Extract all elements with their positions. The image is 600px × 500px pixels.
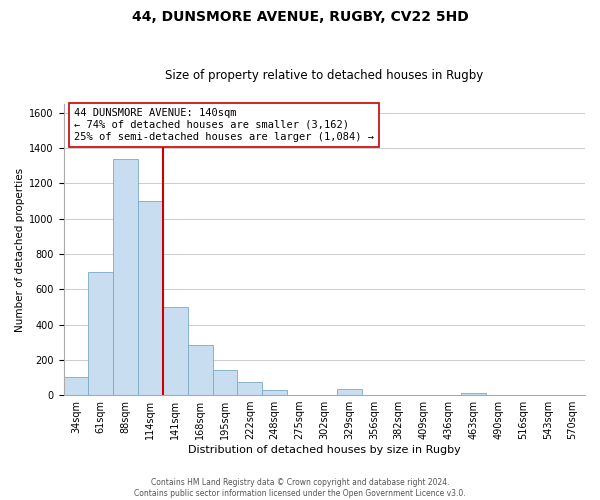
Bar xyxy=(64,378,88,395)
Y-axis label: Number of detached properties: Number of detached properties xyxy=(15,168,25,332)
X-axis label: Distribution of detached houses by size in Rugby: Distribution of detached houses by size … xyxy=(188,445,461,455)
Bar xyxy=(337,388,362,395)
Bar xyxy=(238,382,262,395)
Bar xyxy=(212,370,238,395)
Title: Size of property relative to detached houses in Rugby: Size of property relative to detached ho… xyxy=(165,69,484,82)
Bar xyxy=(163,307,188,395)
Text: 44 DUNSMORE AVENUE: 140sqm
← 74% of detached houses are smaller (3,162)
25% of s: 44 DUNSMORE AVENUE: 140sqm ← 74% of deta… xyxy=(74,108,374,142)
Bar xyxy=(461,393,485,395)
Bar xyxy=(188,345,212,395)
Text: 44, DUNSMORE AVENUE, RUGBY, CV22 5HD: 44, DUNSMORE AVENUE, RUGBY, CV22 5HD xyxy=(131,10,469,24)
Bar xyxy=(262,390,287,395)
Bar xyxy=(138,201,163,395)
Bar xyxy=(113,158,138,395)
Bar xyxy=(88,272,113,395)
Text: Contains HM Land Registry data © Crown copyright and database right 2024.
Contai: Contains HM Land Registry data © Crown c… xyxy=(134,478,466,498)
